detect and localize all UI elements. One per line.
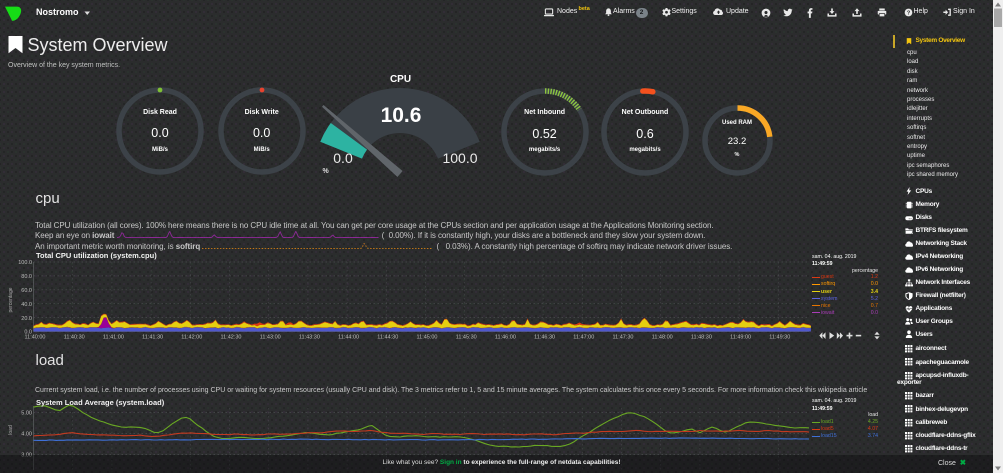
svg-text:11:47:00: 11:47:00 [573, 335, 594, 341]
svg-text:?: ? [906, 11, 910, 17]
svg-text:4.00: 4.00 [21, 432, 32, 438]
svg-text:20.0: 20.0 [21, 316, 32, 322]
svg-text:5.00: 5.00 [21, 411, 32, 417]
svg-text:11:45:30: 11:45:30 [456, 335, 477, 341]
svg-text:11:45:00: 11:45:00 [416, 335, 437, 341]
svg-text:11:41:30: 11:41:30 [142, 335, 163, 341]
svg-text:load: load [8, 425, 14, 435]
svg-text:11:48:00: 11:48:00 [652, 335, 673, 341]
svg-text:3.00: 3.00 [21, 453, 32, 459]
svg-text:11:47:30: 11:47:30 [612, 335, 633, 341]
svg-text:11:46:30: 11:46:30 [534, 335, 555, 341]
svg-text:11:40:00: 11:40:00 [24, 335, 45, 341]
svg-text:11:48:30: 11:48:30 [691, 335, 712, 341]
svg-text:11:43:30: 11:43:30 [299, 335, 320, 341]
svg-text:80.0: 80.0 [21, 274, 32, 280]
svg-text:0.0: 0.0 [24, 330, 32, 336]
svg-text:11:41:00: 11:41:00 [103, 335, 124, 341]
svg-text:11:44:00: 11:44:00 [338, 335, 359, 341]
svg-text:11:49:30: 11:49:30 [769, 335, 790, 341]
svg-text:40.0: 40.0 [21, 302, 32, 308]
svg-text:percentage: percentage [8, 287, 14, 312]
svg-text:11:46:00: 11:46:00 [495, 335, 516, 341]
svg-text:60.0: 60.0 [21, 288, 32, 294]
svg-text:11:44:30: 11:44:30 [377, 335, 398, 341]
svg-text:11:43:00: 11:43:00 [260, 335, 281, 341]
svg-text:11:49:00: 11:49:00 [730, 335, 751, 341]
svg-text:11:42:00: 11:42:00 [181, 335, 202, 341]
svg-text:100.0: 100.0 [18, 260, 32, 266]
svg-text:11:40:30: 11:40:30 [64, 335, 85, 341]
svg-text:11:42:30: 11:42:30 [220, 335, 241, 341]
